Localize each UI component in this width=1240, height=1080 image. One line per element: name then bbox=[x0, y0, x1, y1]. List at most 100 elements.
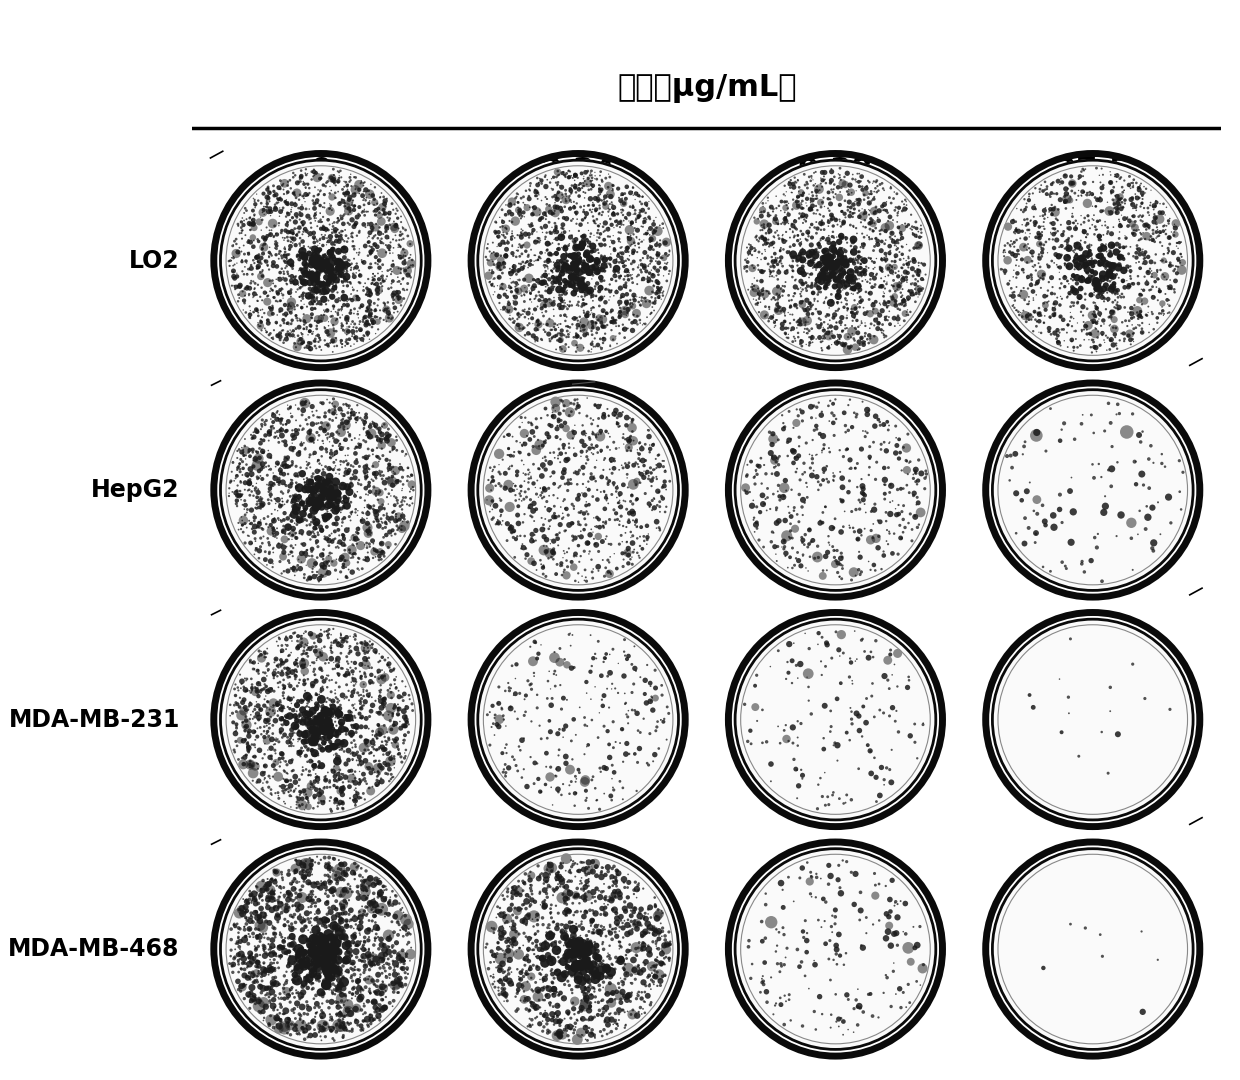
Point bbox=[337, 661, 357, 678]
Point bbox=[241, 756, 260, 773]
Point bbox=[371, 1001, 391, 1018]
Point bbox=[544, 293, 564, 310]
Point bbox=[357, 285, 377, 302]
Point bbox=[828, 300, 848, 318]
Point bbox=[856, 318, 875, 335]
Point bbox=[598, 680, 618, 698]
Point bbox=[228, 278, 248, 295]
Point bbox=[243, 190, 263, 207]
Point bbox=[759, 207, 779, 225]
Point bbox=[595, 188, 615, 205]
Point bbox=[293, 274, 312, 292]
Point bbox=[549, 324, 569, 341]
Point bbox=[608, 217, 627, 234]
Point bbox=[270, 411, 290, 429]
Point bbox=[1090, 228, 1110, 245]
Point bbox=[495, 924, 515, 942]
Point bbox=[838, 269, 858, 286]
Point bbox=[402, 488, 422, 505]
Point bbox=[559, 932, 579, 949]
Point bbox=[356, 189, 376, 206]
Point bbox=[560, 324, 580, 341]
Point bbox=[327, 337, 347, 354]
Point bbox=[556, 906, 575, 923]
Point bbox=[832, 570, 852, 588]
Point bbox=[272, 427, 291, 444]
Point bbox=[558, 902, 578, 919]
Point bbox=[274, 968, 294, 985]
Point bbox=[589, 916, 609, 933]
Point bbox=[304, 799, 324, 816]
Point bbox=[547, 760, 567, 778]
Point bbox=[1102, 437, 1122, 455]
Point bbox=[361, 894, 381, 912]
Point bbox=[813, 253, 833, 270]
Point bbox=[379, 460, 399, 477]
Point bbox=[363, 465, 383, 483]
Point bbox=[1056, 190, 1076, 207]
Point bbox=[342, 323, 362, 340]
Point bbox=[267, 186, 286, 203]
Point bbox=[332, 660, 352, 677]
Point bbox=[529, 186, 549, 203]
Point bbox=[330, 1004, 350, 1022]
Point bbox=[878, 204, 898, 221]
Point bbox=[1045, 246, 1065, 264]
Point bbox=[384, 465, 404, 483]
Point bbox=[306, 291, 326, 308]
Point bbox=[259, 426, 279, 443]
Point bbox=[268, 178, 288, 195]
Point bbox=[827, 334, 847, 351]
Point bbox=[1167, 258, 1187, 275]
Point bbox=[761, 969, 781, 986]
Point bbox=[260, 427, 280, 444]
Point bbox=[272, 190, 291, 207]
Point bbox=[343, 792, 363, 809]
Point bbox=[618, 991, 637, 1009]
Point bbox=[897, 252, 916, 269]
Point bbox=[811, 652, 831, 670]
Point bbox=[303, 163, 322, 180]
Point bbox=[343, 629, 363, 646]
Point bbox=[630, 296, 650, 313]
Point bbox=[529, 206, 549, 224]
Point bbox=[257, 284, 277, 301]
Point bbox=[263, 694, 283, 712]
Point bbox=[279, 862, 299, 879]
Point bbox=[815, 254, 835, 271]
Point bbox=[913, 282, 932, 299]
Point bbox=[345, 168, 365, 186]
Point bbox=[578, 951, 598, 969]
Point bbox=[1091, 318, 1111, 335]
Point bbox=[334, 395, 353, 413]
Point bbox=[1107, 395, 1127, 413]
Point bbox=[605, 453, 625, 470]
Point bbox=[641, 692, 661, 710]
Point bbox=[842, 711, 862, 728]
Point bbox=[275, 458, 295, 475]
Point bbox=[278, 232, 298, 249]
Point bbox=[1079, 316, 1099, 334]
Point bbox=[351, 436, 371, 454]
Point bbox=[279, 780, 299, 797]
Point bbox=[288, 658, 308, 675]
Point bbox=[613, 245, 632, 262]
Point bbox=[290, 730, 310, 747]
Point bbox=[306, 638, 326, 656]
Point bbox=[864, 330, 884, 348]
Point bbox=[518, 259, 538, 276]
Point bbox=[764, 200, 784, 217]
Point bbox=[339, 447, 358, 464]
Point bbox=[358, 639, 378, 657]
Point bbox=[1063, 175, 1083, 192]
Point bbox=[575, 246, 595, 264]
Point bbox=[1012, 491, 1032, 509]
Point bbox=[264, 704, 284, 721]
Point bbox=[324, 269, 343, 286]
Point bbox=[322, 448, 342, 465]
Point bbox=[541, 203, 560, 220]
Point bbox=[353, 327, 373, 345]
Point bbox=[335, 198, 355, 215]
Point bbox=[562, 403, 582, 420]
Point bbox=[1081, 406, 1101, 423]
